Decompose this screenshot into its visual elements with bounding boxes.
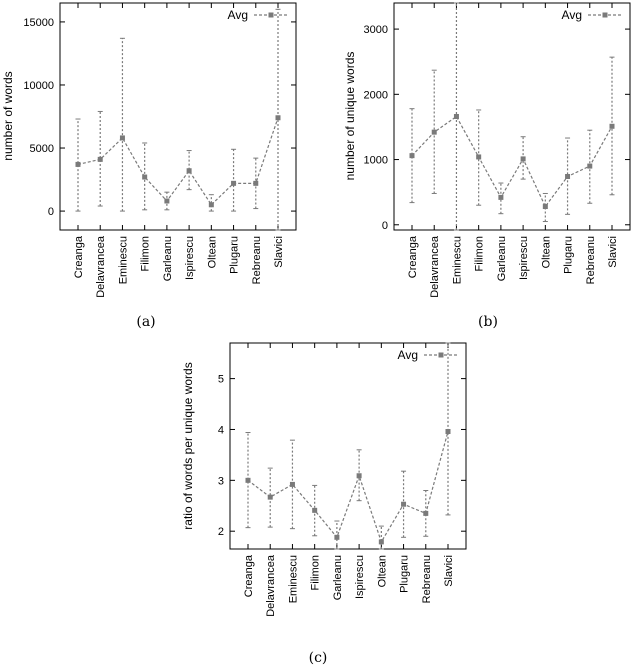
- data-point: [401, 501, 407, 507]
- x-tick-label: Eminescu: [451, 236, 463, 284]
- data-point: [565, 174, 571, 180]
- x-tick-label: Ispirescu: [518, 236, 530, 280]
- x-tick-label: Ispirescu: [354, 555, 366, 599]
- data-point: [119, 135, 125, 141]
- data-point: [267, 494, 273, 500]
- y-axis-label: number of words: [1, 71, 15, 160]
- y-tick-label: 2: [218, 526, 224, 538]
- y-tick-label: 15000: [23, 17, 54, 29]
- data-point: [253, 180, 259, 186]
- data-point: [289, 481, 295, 487]
- data-point: [275, 115, 281, 121]
- x-tick-label: Garleanu: [496, 236, 508, 281]
- data-point: [312, 507, 318, 513]
- data-point: [476, 154, 482, 160]
- panel-caption: (a): [136, 314, 155, 330]
- data-point: [445, 429, 451, 435]
- chart-panel-2: 0 1000 2000 3000 number of unique words Crean…: [343, 2, 631, 330]
- legend-marker: [438, 352, 444, 358]
- data-point: [142, 174, 148, 180]
- panel-caption: (c): [309, 650, 328, 666]
- y-tick-label: 10000: [23, 80, 54, 92]
- data-point: [609, 123, 615, 129]
- x-tick-label: Oltean: [376, 555, 388, 587]
- data-point: [356, 473, 362, 479]
- x-tick-label: Creanga: [407, 235, 419, 278]
- x-tick-label: Oltean: [206, 236, 218, 268]
- x-tick-label: Rebreanu: [251, 236, 263, 284]
- plot-frame: [229, 342, 467, 550]
- data-point: [378, 539, 384, 545]
- legend-marker: [602, 12, 608, 18]
- data-point: [453, 114, 459, 119]
- x-tick-label: Plugaru: [399, 555, 411, 593]
- x-tick-label: Ispirescu: [184, 236, 196, 280]
- series-line-avg: [247, 431, 449, 544]
- data-point: [75, 161, 81, 167]
- data-point: [334, 534, 340, 540]
- data-point: [97, 156, 103, 162]
- series-line-avg: [411, 115, 613, 208]
- legend-label: Avg: [398, 348, 418, 362]
- legend-label: Avg: [228, 8, 248, 22]
- data-point: [186, 168, 192, 174]
- data-point: [423, 510, 429, 516]
- legend-label: Avg: [562, 8, 582, 22]
- x-tick-label: Garleanu: [162, 236, 174, 281]
- y-tick-label: 0: [382, 220, 388, 232]
- y-tick-label: 0: [48, 206, 54, 218]
- plot-frame: [393, 2, 631, 231]
- y-tick-label: 3: [218, 475, 224, 487]
- x-tick-label: Rebreanu: [421, 555, 433, 603]
- x-tick-label: Filimon: [474, 236, 486, 271]
- data-point: [208, 202, 214, 208]
- data-point: [164, 198, 170, 204]
- x-tick-label: Rebreanu: [585, 236, 597, 284]
- x-tick-label: Slavici: [273, 236, 285, 268]
- data-point: [245, 477, 251, 483]
- data-point: [587, 163, 593, 169]
- x-tick-label: Slavici: [607, 236, 619, 268]
- x-tick-label: Eminescu: [287, 555, 299, 603]
- y-tick-label: 3000: [364, 24, 388, 36]
- x-tick-label: Garleanu: [332, 555, 344, 600]
- x-tick-label: Delavrancea: [429, 235, 441, 298]
- y-tick-label: 1000: [364, 155, 388, 167]
- x-tick-label: Oltean: [540, 236, 552, 268]
- data-point: [409, 153, 415, 159]
- x-tick-label: Filimon: [140, 236, 152, 271]
- data-point: [542, 204, 548, 210]
- chart-panel-3: 2 3 4 5 ratio of words per unique words Crean…: [181, 342, 467, 666]
- x-tick-label: Creanga: [243, 554, 255, 597]
- data-point: [231, 180, 237, 186]
- y-tick-label: 4: [218, 424, 224, 436]
- data-point: [520, 156, 526, 162]
- x-tick-label: Delavrancea: [265, 554, 277, 617]
- y-axis-label: number of unique words: [343, 52, 357, 181]
- x-tick-label: Plugaru: [563, 236, 575, 274]
- x-tick-label: Plugaru: [229, 236, 241, 274]
- x-tick-label: Delavrancea: [95, 235, 107, 298]
- legend-marker: [268, 12, 274, 18]
- y-axis-label: ratio of words per unique words: [181, 362, 195, 529]
- x-tick-label: Filimon: [310, 555, 322, 590]
- plot-frame: [59, 2, 297, 231]
- y-tick-label: 5000: [30, 143, 54, 155]
- x-tick-label: Eminescu: [117, 236, 129, 284]
- data-point: [498, 194, 504, 200]
- x-tick-label: Slavici: [443, 555, 455, 587]
- data-point: [431, 129, 437, 135]
- x-tick-label: Creanga: [73, 235, 85, 278]
- y-tick-label: 2000: [364, 89, 388, 101]
- series-line-avg: [77, 117, 279, 206]
- chart-panel-1: 0 5000 10000 15000 number of words Creanga Del…: [1, 2, 297, 330]
- panel-caption: (b): [478, 314, 498, 330]
- y-tick-label: 5: [218, 374, 224, 386]
